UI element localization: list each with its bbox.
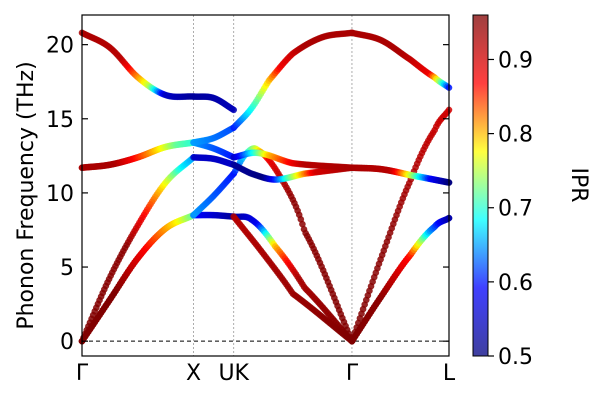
- colorbar-tick-label: 0.5: [498, 345, 533, 370]
- x-axis: Γ X UK Γ L: [76, 361, 456, 386]
- band-6: [348, 29, 453, 91]
- band-6: [78, 29, 197, 101]
- segment-Γ-L: [348, 29, 453, 345]
- y-axis-label: Phonon Frequency (THz): [14, 61, 39, 329]
- band-5: [230, 149, 356, 171]
- y-tick-label: 10: [46, 182, 74, 207]
- segment-Γ-X: [78, 29, 197, 345]
- colorbar-tick-label: 0.9: [498, 48, 533, 73]
- y-axis: 0 5 10 15 20: [46, 34, 449, 355]
- band-curves: [78, 29, 453, 345]
- band-2: [230, 213, 356, 345]
- y-tick-label: 20: [46, 34, 74, 59]
- x-tick-label: Γ: [76, 361, 89, 386]
- plot-frame: [81, 14, 450, 357]
- band-3: [78, 154, 197, 345]
- band-2: [78, 211, 197, 345]
- band-5: [348, 164, 453, 186]
- colorbar-tick-label: 0.8: [498, 123, 533, 148]
- x-tick-label: Γ: [346, 361, 359, 386]
- band-point: [230, 106, 237, 114]
- y-tick-label: 0: [60, 330, 74, 355]
- colorbar-tick-label: 0.6: [498, 271, 533, 296]
- y-tick-label: 15: [46, 108, 74, 133]
- band-6: [230, 29, 356, 131]
- band-5: [190, 124, 237, 146]
- x-tick-label: X: [186, 361, 201, 386]
- colorbar-tick-label: 0.7: [498, 197, 533, 222]
- band-2: [348, 214, 453, 345]
- segment-X-UK: [190, 93, 237, 220]
- band-5: [78, 139, 197, 171]
- colorbar-label: IPR: [566, 167, 591, 202]
- band-2: [190, 170, 237, 219]
- band-6: [190, 93, 237, 114]
- plot-area: [82, 15, 449, 356]
- segment-UK-Γ: [230, 29, 356, 345]
- y-tick-label: 5: [60, 256, 74, 281]
- colorbar: 0.5 0.6 0.7 0.8 0.9: [472, 14, 533, 370]
- x-tick-label: UK: [218, 361, 249, 386]
- colorbar-gradient: [472, 14, 489, 357]
- x-tick-label: L: [443, 361, 456, 386]
